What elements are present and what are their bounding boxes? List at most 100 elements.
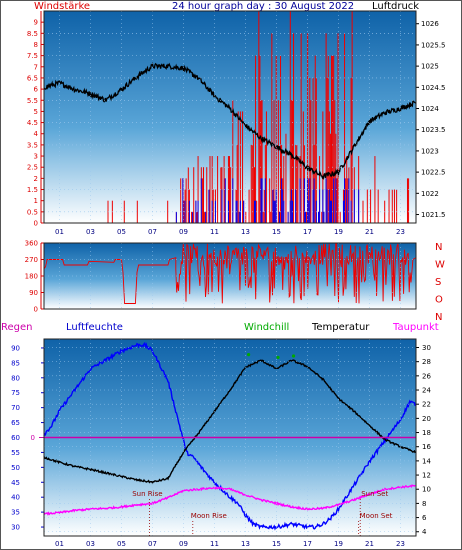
humidity-y-tick-label: 40 [11,494,20,502]
wind-x-tick-label: 19 [334,228,343,236]
wind-x-tick-label: 15 [272,228,281,236]
humidity-y-tick-label: 60 [11,434,20,442]
temperature-x-tick-label: 03 [86,540,95,548]
humidity-y-tick-label: 75 [11,389,20,397]
header-pressure-label: Luftdruck [372,1,419,12]
wind-y-tick-label: 3 [34,153,38,161]
humidity-y-tick-label: 85 [11,359,20,367]
pressure-y-tick-label: 1023.5 [421,126,446,134]
sun-moon-annotation: Moon Rise [191,512,227,520]
temperature-y-tick-label: 6 [422,514,427,522]
windchill-marker [276,355,280,360]
temperature-y-tick-label: 10 [422,486,431,494]
temperature-y-tick-label: 30 [422,344,431,352]
humidity-y-tick-label: 80 [11,374,20,382]
wind-x-tick-label: 03 [86,228,95,236]
wind-y-tick-label: 9 [34,19,38,27]
temperature-y-tick-label: 22 [422,401,431,409]
direction-plot-border [43,242,417,310]
wind-x-tick-label: 11 [210,228,219,236]
wind-y-tick-label: 7 [34,63,38,71]
wind-bars-layer [44,11,416,224]
wind-y-tick-label: 5 [34,108,38,116]
temperature-y-tick-label: 28 [422,358,431,366]
wind-y-tick-label: 6 [34,86,39,94]
wind-y-tick-label: 3.5 [27,141,38,149]
humidity-y-tick-label: 50 [11,464,20,472]
temperature-x-tick-label: 15 [272,540,281,548]
wind-pressure-plot-border [43,10,417,224]
legend-luftfeuchte: Luftfeuchte [66,322,123,333]
wind-y-tick-label: 2.5 [27,164,38,172]
humidity-y-tick-label: 35 [11,509,20,517]
sun-moon-annotation: Sun Rise [132,490,162,498]
wind-y-tick-label: 7.5 [27,52,38,60]
temperature-x-tick-label: 17 [303,540,312,548]
humidity-series-line [43,341,416,531]
direction-y-tick-label: 360 [25,240,38,248]
temperature-y-tick-label: 26 [422,372,431,380]
pressure-y-tick-label: 1024.5 [421,84,446,92]
pressure-y-tick-label: 1025 [421,63,439,71]
header-title: 24 hour graph day : 30 August 2022 [172,1,354,12]
temperature-y-tick-label: 14 [422,457,431,465]
temperature-plot-border [43,338,417,537]
wind-y-tick-label: 8.5 [27,30,38,38]
pressure-y-tick-label: 1025.5 [421,41,446,49]
temperature-y-tick-label: 20 [422,415,431,423]
direction-y-tick-label: 180 [25,273,38,281]
legend-taupunkt: Taupunkt [392,322,439,333]
direction-y-tick-label: 270 [25,256,38,264]
pressure-y-tick-label: 1021.5 [421,211,446,219]
temperature-y-tick-label: 16 [422,443,431,451]
wind-y-tick-label: 4.5 [27,119,38,127]
wind-x-tick-label: 13 [241,228,250,236]
wind-x-tick-label: 21 [365,228,374,236]
legend-regen: Regen [1,322,33,333]
pressure-y-tick-label: 1022.5 [421,169,446,177]
temperature-y-tick-label: 8 [422,500,426,508]
wind-pressure-axes: 0 0.5 1 1.5 2 2.5 3 3.5 4 4.5 5 5.5 6 6.5 7 7.5 8 8.5 9 102… [27,11,446,236]
wind-y-tick-label: 1.5 [27,186,38,194]
wind-y-tick-label: 4 [34,130,39,138]
pressure-series-line [43,62,417,180]
windchill-marker [247,352,251,357]
pressure-y-tick-label: 1022 [421,190,439,198]
wind-y-tick-label: 2 [34,175,38,183]
wind-x-tick-label: 01 [55,228,64,236]
temperature-x-tick-label: 05 [117,540,126,548]
temperature-x-tick-label: 23 [396,540,405,548]
direction-series-line [43,243,417,304]
pressure-y-tick-label: 1026 [421,20,439,28]
wind-y-tick-label: 0 [34,220,38,228]
wind-y-tick-label: 5.5 [27,97,38,105]
compass-label: S [435,277,441,288]
legend-temperatur: Temperatur [311,322,370,333]
wind-x-tick-label: 07 [148,228,157,236]
compass-label: N [435,312,442,323]
pressure-y-tick-label: 1023 [421,147,439,155]
wind-x-tick-label: 23 [396,228,405,236]
temperature-series-line [43,359,416,485]
rain-zero-label: 0 [31,434,35,442]
temperature-x-tick-label: 11 [210,540,219,548]
temperature-x-tick-label: 19 [334,540,343,548]
temperature-x-tick-label: 21 [365,540,374,548]
temperature-line-layer [43,341,416,531]
humidity-y-tick-label: 30 [11,524,20,532]
wind-x-tick-label: 17 [303,228,312,236]
temperature-y-tick-label: 12 [422,472,431,480]
wind-x-tick-label: 05 [117,228,126,236]
temperature-x-tick-label: 13 [241,540,250,548]
temperature-x-tick-label: 07 [148,540,157,548]
wind-x-tick-label: 09 [179,228,188,236]
humidity-y-tick-label: 55 [11,449,20,457]
humidity-y-tick-label: 90 [11,344,20,352]
compass-label: O [435,295,443,306]
humidity-y-tick-label: 65 [11,419,20,427]
direction-y-tick-label: 0 [34,306,38,314]
wind-y-tick-label: 8 [34,41,38,49]
wind-y-tick-label: 1 [34,197,38,205]
pressure-y-tick-label: 1024 [421,105,439,113]
